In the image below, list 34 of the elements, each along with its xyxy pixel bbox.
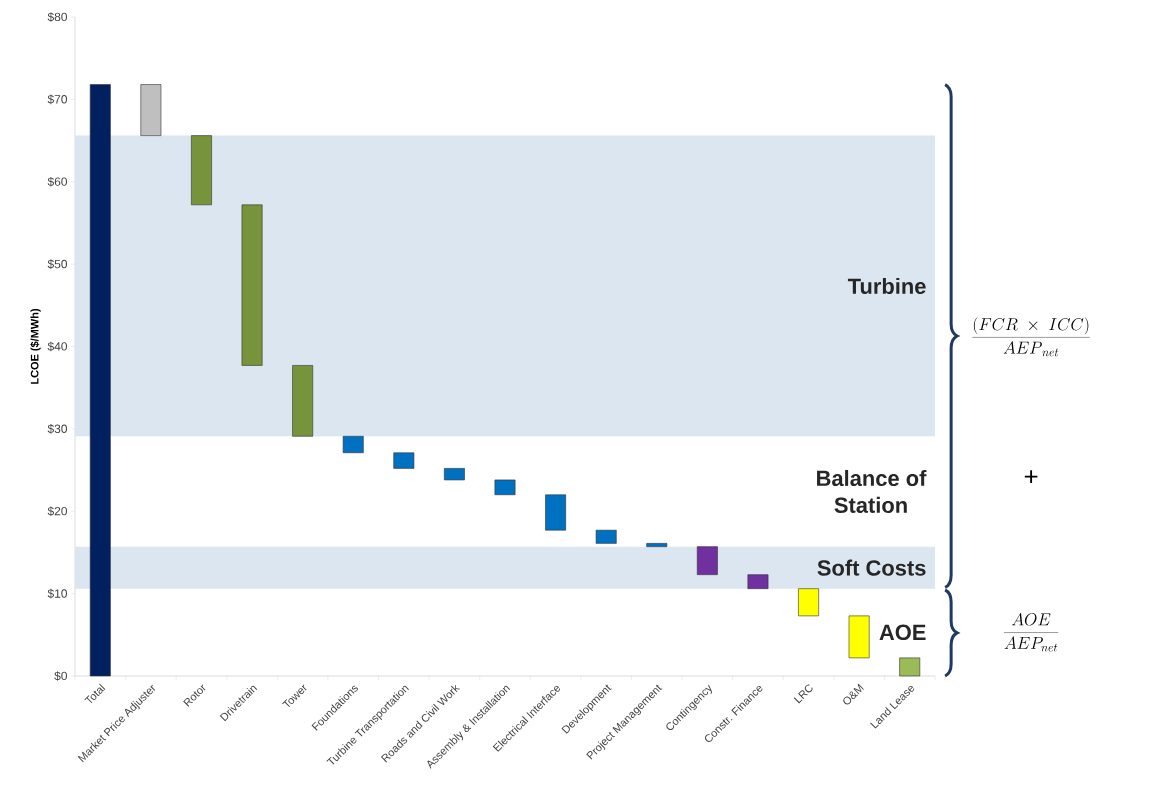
annotation: AOE: [879, 624, 926, 641]
bar: [292, 365, 314, 437]
y-tick-label: $50: [47, 259, 68, 269]
bar: [646, 543, 668, 547]
y-tick-label: $70: [47, 94, 68, 105]
text: +: [1024, 470, 1038, 483]
y-tick-label: $20: [47, 506, 68, 517]
bar: [89, 84, 111, 677]
bar: [393, 452, 415, 469]
bar: [494, 479, 516, 496]
bar: [747, 574, 769, 589]
y-tick-label: $80: [47, 12, 68, 22]
y-axis-title: LCOE ($/MWh): [30, 309, 41, 384]
bar: [696, 546, 718, 575]
bar: [191, 135, 212, 206]
annotation: Balance of Station: [817, 469, 927, 513]
text: $\frac{(FCR\ \times\ ICC)}{AEP_{\,net}}$: [972, 317, 1090, 357]
bar: [140, 84, 162, 136]
bar: [241, 204, 263, 366]
bar: [848, 615, 870, 659]
band-label: Soft Costs: [817, 559, 926, 576]
y-tick-label: $30: [47, 424, 68, 434]
bar: [545, 494, 567, 531]
y-tick-label: $0: [54, 671, 68, 681]
bar: [342, 435, 364, 454]
y-tick-label: $60: [47, 176, 68, 187]
bar: [899, 657, 921, 677]
text: $\frac{AOE}{AEP_{net}}$: [1004, 612, 1059, 652]
bar: [444, 468, 465, 481]
bar: [798, 588, 819, 617]
bar: [595, 529, 617, 544]
y-tick-label: $40: [47, 341, 68, 352]
y-tick-label: $10: [47, 588, 68, 599]
band-label: Turbine: [847, 277, 926, 295]
